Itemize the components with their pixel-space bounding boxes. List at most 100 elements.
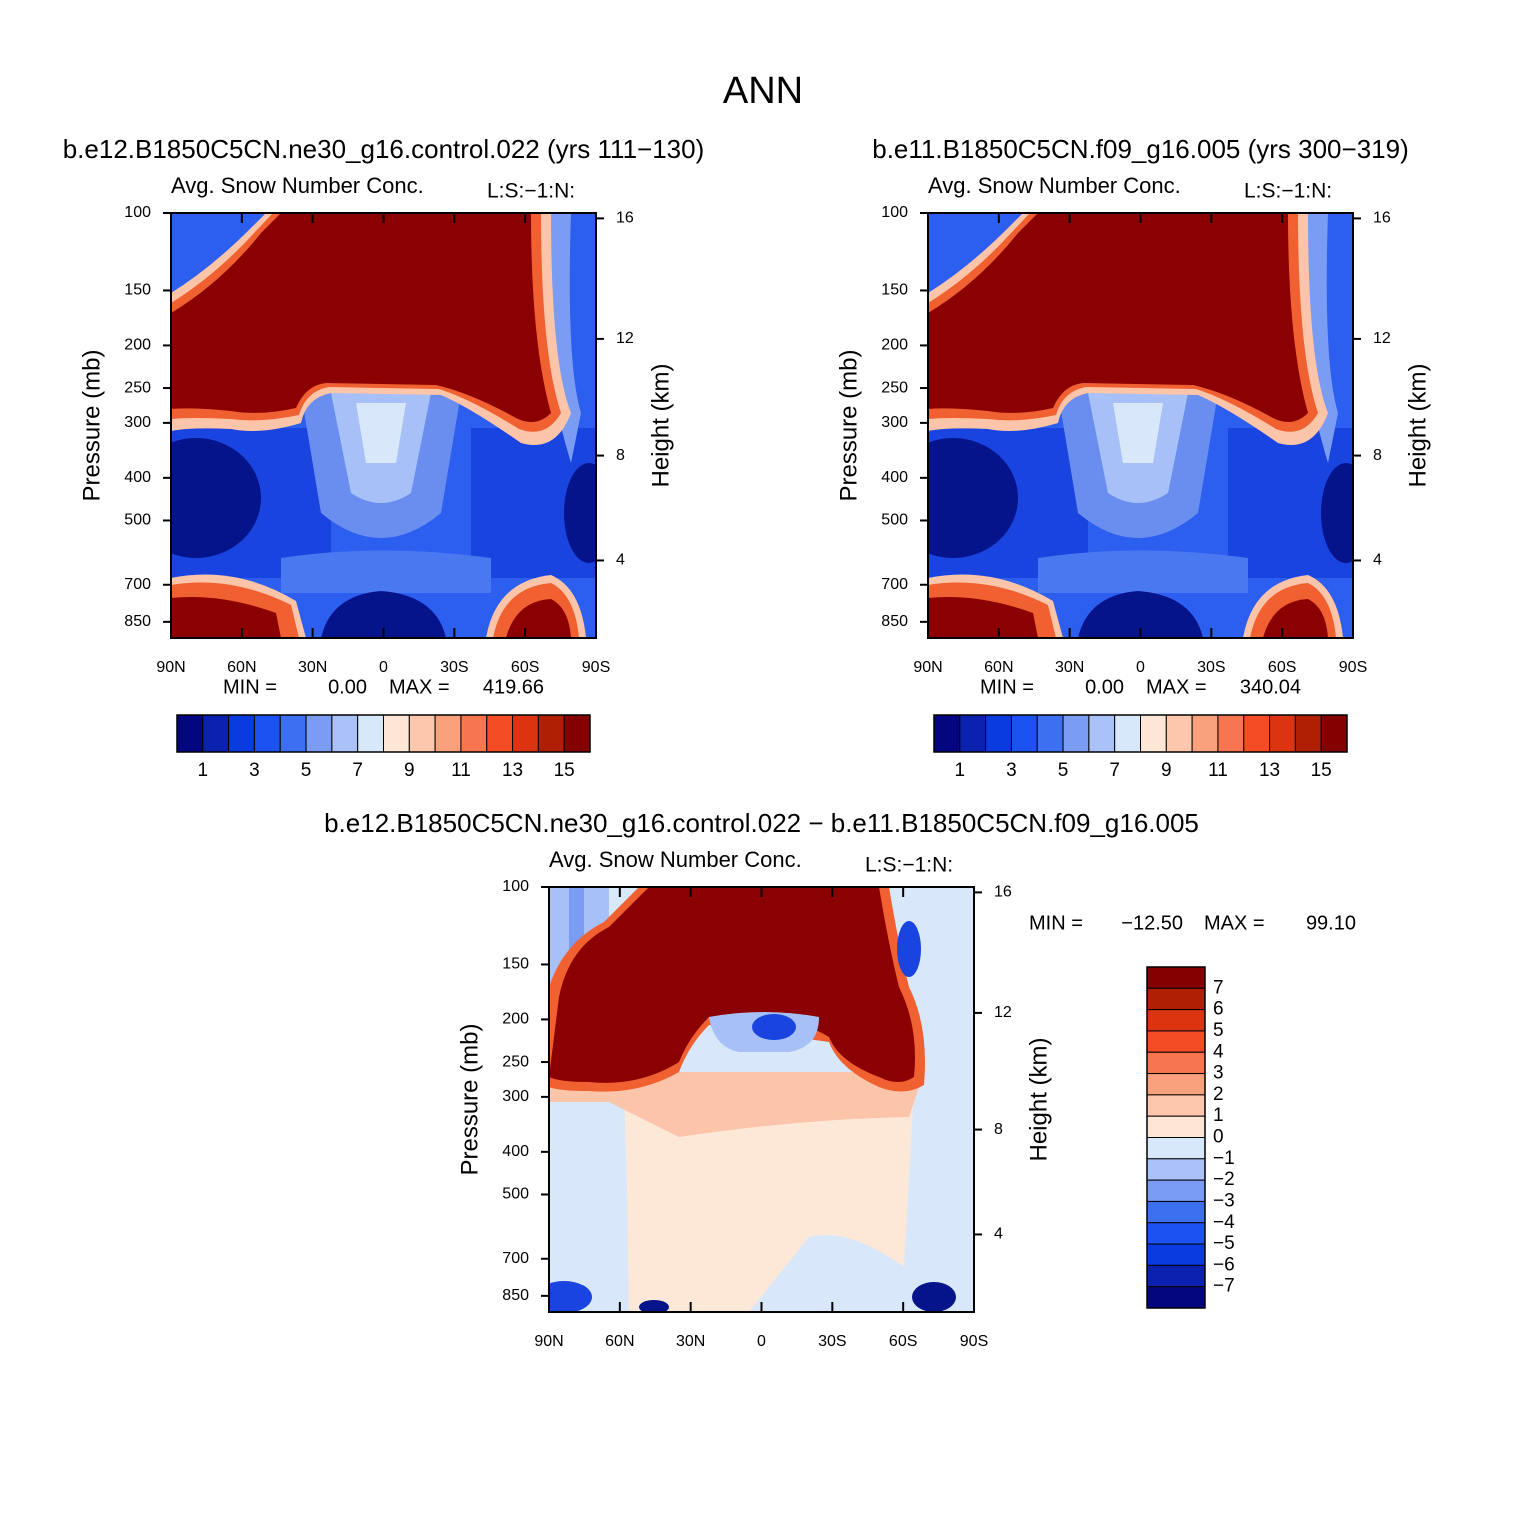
colorbar-label: 1 (955, 760, 966, 781)
x-tick-label: 60S (511, 659, 539, 676)
y-tick-label: 400 (881, 469, 908, 486)
y-tick-label: 400 (502, 1143, 529, 1160)
x-tick-label: 0 (379, 659, 388, 676)
units-label: L:S:−1:N: (487, 180, 575, 203)
colorbar-box (1146, 1137, 1206, 1160)
max-value: 419.66 (483, 676, 544, 698)
colorbar-label: −7 (1213, 1276, 1235, 1297)
x-tick-label: 90S (582, 659, 610, 676)
colorbar-label: −4 (1213, 1212, 1235, 1233)
contour-field (928, 213, 1353, 638)
contour-field (171, 213, 596, 638)
y2-axis-label: Height (km) (647, 363, 674, 487)
colorbar-label: 13 (1259, 760, 1280, 781)
panel-subtitle: Avg. Snow Number Conc. (171, 173, 424, 198)
colorbar-box (1146, 1179, 1206, 1202)
colorbar-box (1146, 1009, 1206, 1032)
y-tick-label: 200 (881, 337, 908, 354)
x-tick-label: 90S (1339, 659, 1367, 676)
x-tick-label: 90S (960, 1333, 988, 1350)
colorbar-box (1146, 1286, 1206, 1309)
colorbar-box (1036, 714, 1064, 753)
colorbar-box (959, 714, 987, 753)
colorbar-frame (933, 714, 1348, 753)
y-tick-label: 200 (124, 337, 151, 354)
min-value: 0.00 (328, 676, 367, 698)
colorbar-box (1088, 714, 1116, 753)
max-label: MAX = (1204, 912, 1265, 934)
y-tick-label: 250 (502, 1053, 529, 1070)
min-label: MIN = (1029, 912, 1083, 934)
colorbar-box (1243, 714, 1271, 753)
colorbar-box (176, 714, 204, 753)
x-tick-label: 30N (1055, 659, 1084, 676)
y2-tick-label: 4 (616, 552, 625, 569)
colorbar-label: 15 (1311, 760, 1332, 781)
max-label: MAX = (1146, 676, 1207, 698)
colorbar-label: 5 (301, 760, 312, 781)
y-tick-label: 700 (502, 1250, 529, 1267)
colorbar-box (1146, 1200, 1206, 1224)
colorbar-box (933, 714, 961, 753)
y-tick-label: 500 (502, 1186, 529, 1203)
y-tick-label: 150 (502, 956, 529, 973)
y2-tick-label: 4 (1373, 552, 1382, 569)
colorbar-label: 13 (502, 760, 523, 781)
panel-title: b.e11.B1850C5CN.f09_g16.005 (yrs 300−319… (872, 134, 1409, 164)
y-tick-label: 400 (124, 469, 151, 486)
x-tick-label: 30S (440, 659, 468, 676)
colorbar-box (434, 714, 462, 753)
colorbar-label: 7 (1213, 977, 1224, 998)
x-tick-label: 60N (984, 659, 1013, 676)
units-label: L:S:−1:N: (865, 854, 953, 877)
y2-tick-label: 12 (1373, 330, 1391, 347)
colorbar-label: 2 (1213, 1084, 1224, 1105)
x-tick-label: 60N (605, 1333, 634, 1350)
y-tick-label: 100 (124, 204, 151, 221)
colorbar-box (1146, 987, 1206, 1011)
y-axis-label: Pressure (mb) (78, 349, 105, 501)
y-tick-label: 700 (881, 576, 908, 593)
colorbar-box (1146, 1030, 1206, 1053)
x-tick-label: 60S (1268, 659, 1296, 676)
colorbar-box (305, 714, 333, 753)
colorbar-box (202, 714, 230, 753)
figure-title: ANN (723, 70, 803, 112)
colorbar-label: −5 (1213, 1233, 1235, 1254)
y2-tick-label: 16 (1373, 210, 1391, 227)
colorbar-box (357, 714, 384, 753)
y-tick-label: 700 (124, 576, 151, 593)
colorbar-box (1010, 714, 1038, 753)
colorbar-frame (176, 714, 591, 753)
min-value: 0.00 (1085, 676, 1124, 698)
colorbar-label: 6 (1213, 999, 1224, 1020)
colorbar-box (1146, 1243, 1206, 1266)
x-tick-label: 0 (757, 1333, 766, 1350)
min-value: −12.50 (1121, 912, 1183, 934)
colorbar-box (486, 714, 514, 753)
colorbar-box (279, 714, 307, 753)
max-value: 99.10 (1306, 912, 1356, 934)
x-tick-label: 90N (534, 1333, 563, 1350)
colorbar-label: 11 (451, 760, 471, 781)
y-tick-label: 100 (881, 204, 908, 221)
panel-title: b.e12.B1850C5CN.ne30_g16.control.022 (yr… (63, 134, 705, 164)
min-label: MIN = (223, 676, 277, 698)
colorbar-label: 11 (1208, 760, 1228, 781)
colorbar-label: −1 (1213, 1148, 1235, 1169)
colorbar-box (1217, 714, 1245, 753)
colorbar-frame (1146, 966, 1206, 1309)
colorbar-label: 3 (1213, 1063, 1224, 1084)
x-tick-label: 60N (227, 659, 256, 676)
min-label: MIN = (980, 676, 1034, 698)
y-tick-label: 100 (502, 878, 529, 895)
colorbar-label: 4 (1213, 1041, 1224, 1062)
colorbar-box (1146, 1051, 1206, 1075)
max-value: 340.04 (1240, 676, 1301, 698)
y2-tick-label: 8 (1373, 447, 1382, 464)
y2-tick-label: 12 (616, 330, 634, 347)
colorbar-box (1294, 714, 1322, 753)
panel-title: b.e12.B1850C5CN.ne30_g16.control.022 − b… (324, 808, 1199, 838)
colorbar-label: 1 (198, 760, 209, 781)
colorbar-label: −6 (1213, 1254, 1235, 1275)
